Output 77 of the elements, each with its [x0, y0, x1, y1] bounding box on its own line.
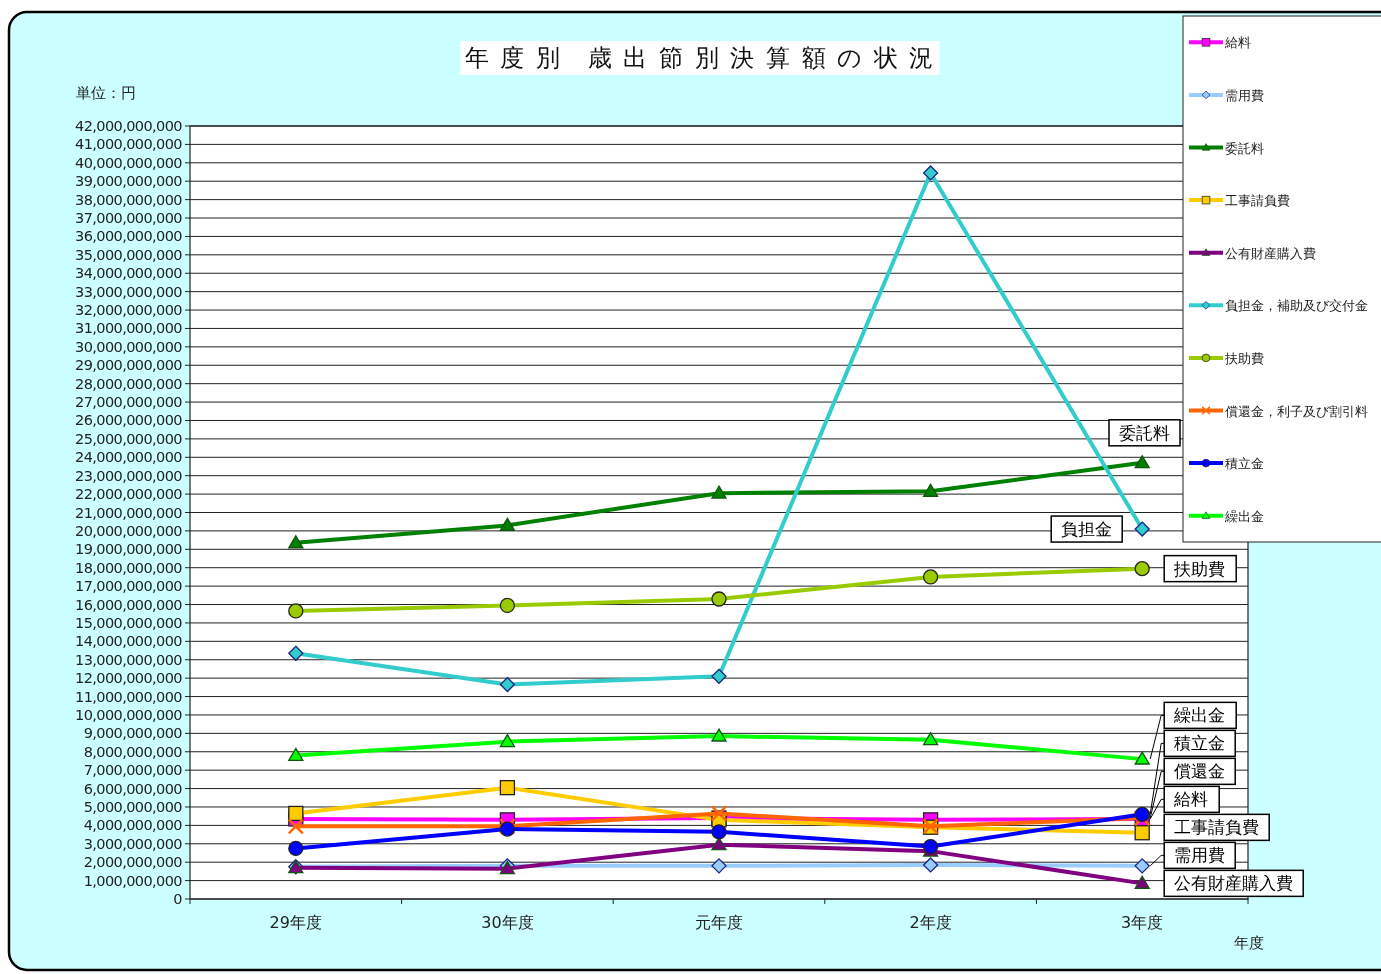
x-tick-label: 30年度 — [481, 913, 534, 932]
annotation: 負担金 — [1050, 515, 1123, 543]
annotation: 積立金 — [1174, 733, 1226, 754]
y-tick-label: 7,000,000,000 — [83, 762, 183, 779]
y-tick-label: 8,000,000,000 — [83, 743, 183, 760]
y-tick-label: 36,000,000,000 — [75, 228, 183, 245]
y-tick-label: 28,000,000,000 — [75, 375, 183, 392]
y-tick-label: 2,000,000,000 — [83, 854, 183, 871]
annotation: 繰出金 — [1173, 705, 1226, 726]
y-tick-label: 9,000,000,000 — [83, 725, 183, 742]
y-tick-label: 24,000,000,000 — [75, 449, 183, 466]
y-tick-label: 3,000,000,000 — [83, 835, 183, 852]
y-tick-label: 18,000,000,000 — [75, 559, 183, 576]
legend-label: 繰出金 — [1224, 508, 1264, 524]
legend-label: 扶助費 — [1224, 350, 1264, 366]
x-tick-label: 2年度 — [909, 913, 952, 932]
annotation: 公有財産購入費 — [1174, 873, 1294, 894]
x-tick-label: 29年度 — [269, 913, 322, 932]
y-tick-label: 29,000,000,000 — [75, 357, 183, 374]
y-tick-label: 11,000,000,000 — [75, 688, 183, 705]
x-tick-label: 3年度 — [1121, 913, 1164, 932]
y-tick-label: 17,000,000,000 — [75, 578, 183, 595]
y-tick-label: 19,000,000,000 — [75, 541, 183, 558]
annotation: 償還金 — [1174, 761, 1226, 782]
y-tick-label: 4,000,000,000 — [83, 817, 183, 834]
annotation: 給料 — [1173, 789, 1209, 810]
y-tick-label: 12,000,000,000 — [75, 670, 183, 687]
y-tick-label: 35,000,000,000 — [75, 246, 183, 263]
y-axis-title: 単位：円 — [76, 84, 136, 102]
annotation: 扶助費 — [1163, 554, 1237, 583]
y-tick-label: 37,000,000,000 — [75, 210, 183, 227]
y-tick-label: 39,000,000,000 — [75, 173, 183, 190]
y-tick-label: 15,000,000,000 — [75, 614, 183, 631]
x-axis-title: 年度 — [1234, 934, 1264, 952]
y-tick-label: 21,000,000,000 — [75, 504, 183, 521]
annotation: 工事請負費 — [1174, 817, 1260, 838]
legend-label: 給料 — [1224, 35, 1251, 51]
y-tick-label: 14,000,000,000 — [75, 633, 183, 650]
annotation: 委託料 — [1108, 419, 1181, 447]
legend-label: 償還金，利子及び割引料 — [1225, 403, 1368, 419]
y-tick-label: 41,000,000,000 — [75, 136, 183, 153]
annotation: 負担金 — [1061, 519, 1113, 540]
y-tick-label: 27,000,000,000 — [75, 394, 183, 411]
legend-label: 需用費 — [1225, 87, 1264, 103]
y-tick-label: 5,000,000,000 — [83, 798, 183, 815]
x-tick-label: 元年度 — [695, 913, 743, 932]
y-tick-label: 32,000,000,000 — [75, 302, 183, 319]
legend-label: 公有財産購入費 — [1225, 245, 1316, 261]
annotation: 需用費 — [1149, 841, 1236, 870]
y-tick-label: 30,000,000,000 — [75, 338, 183, 355]
y-tick-label: 13,000,000,000 — [75, 651, 183, 668]
y-tick-label: 22,000,000,000 — [75, 486, 183, 503]
legend-label: 負担金，補助及び交付金 — [1225, 298, 1368, 314]
legend-label: 積立金 — [1225, 456, 1264, 472]
annotation: 委託料 — [1119, 422, 1170, 443]
y-tick-label: 33,000,000,000 — [75, 283, 183, 300]
y-tick-label: 31,000,000,000 — [75, 320, 183, 337]
y-tick-label: 34,000,000,000 — [75, 265, 183, 282]
y-tick-label: 25,000,000,000 — [75, 430, 183, 447]
y-tick-label: 23,000,000,000 — [75, 467, 183, 484]
annotation: 公有財産購入費 — [1163, 869, 1304, 898]
y-tick-label: 16,000,000,000 — [75, 596, 183, 613]
y-tick-label: 6,000,000,000 — [83, 780, 183, 797]
annotation: 扶助費 — [1173, 558, 1226, 579]
y-tick-label: 40,000,000,000 — [75, 154, 183, 171]
annotation: 需用費 — [1174, 845, 1226, 866]
legend-label: 委託料 — [1225, 140, 1264, 156]
y-tick-label: 42,000,000,000 — [75, 118, 183, 134]
y-tick-label: 38,000,000,000 — [75, 191, 183, 208]
chart-title: 年 度 別 歳 出 節 別 決 算 額 の 状 況 — [464, 44, 936, 72]
y-tick-label: 10,000,000,000 — [75, 706, 183, 723]
annotation: 工事請負費 — [1163, 813, 1270, 842]
y-tick-label: 0 — [173, 891, 183, 907]
y-tick-label: 1,000,000,000 — [83, 872, 183, 889]
y-tick-label: 20,000,000,000 — [75, 522, 183, 539]
legend-label: 工事請負費 — [1225, 193, 1290, 209]
y-tick-label: 26,000,000,000 — [75, 412, 183, 429]
